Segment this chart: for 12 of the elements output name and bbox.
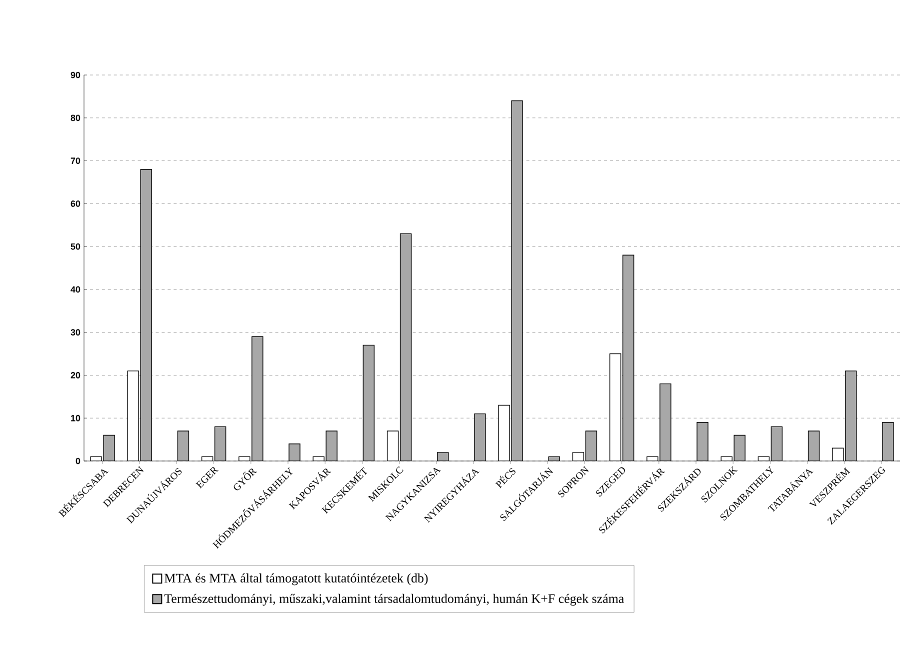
legend-label: MTA és MTA által támogatott kutatóintézetek (db): [164, 573, 428, 586]
legend-label: Természettudományi, műszaki,valamint társadalomtudományi, humán K+F cégek száma: [164, 594, 624, 606]
y-tick-label: 40: [70, 286, 80, 293]
y-tick-label: 90: [70, 72, 80, 78]
y-tick-label: 30: [70, 329, 80, 336]
y-tick-label: 0: [76, 458, 80, 464]
y-tick-label: 10: [71, 414, 80, 422]
y-tick-label: 80: [70, 114, 80, 122]
y-tick-label: 20: [70, 372, 80, 378]
y-tick-label: 60: [70, 200, 80, 207]
y-tick-label: 50: [70, 243, 80, 250]
y-tick-label: 70: [70, 158, 80, 164]
